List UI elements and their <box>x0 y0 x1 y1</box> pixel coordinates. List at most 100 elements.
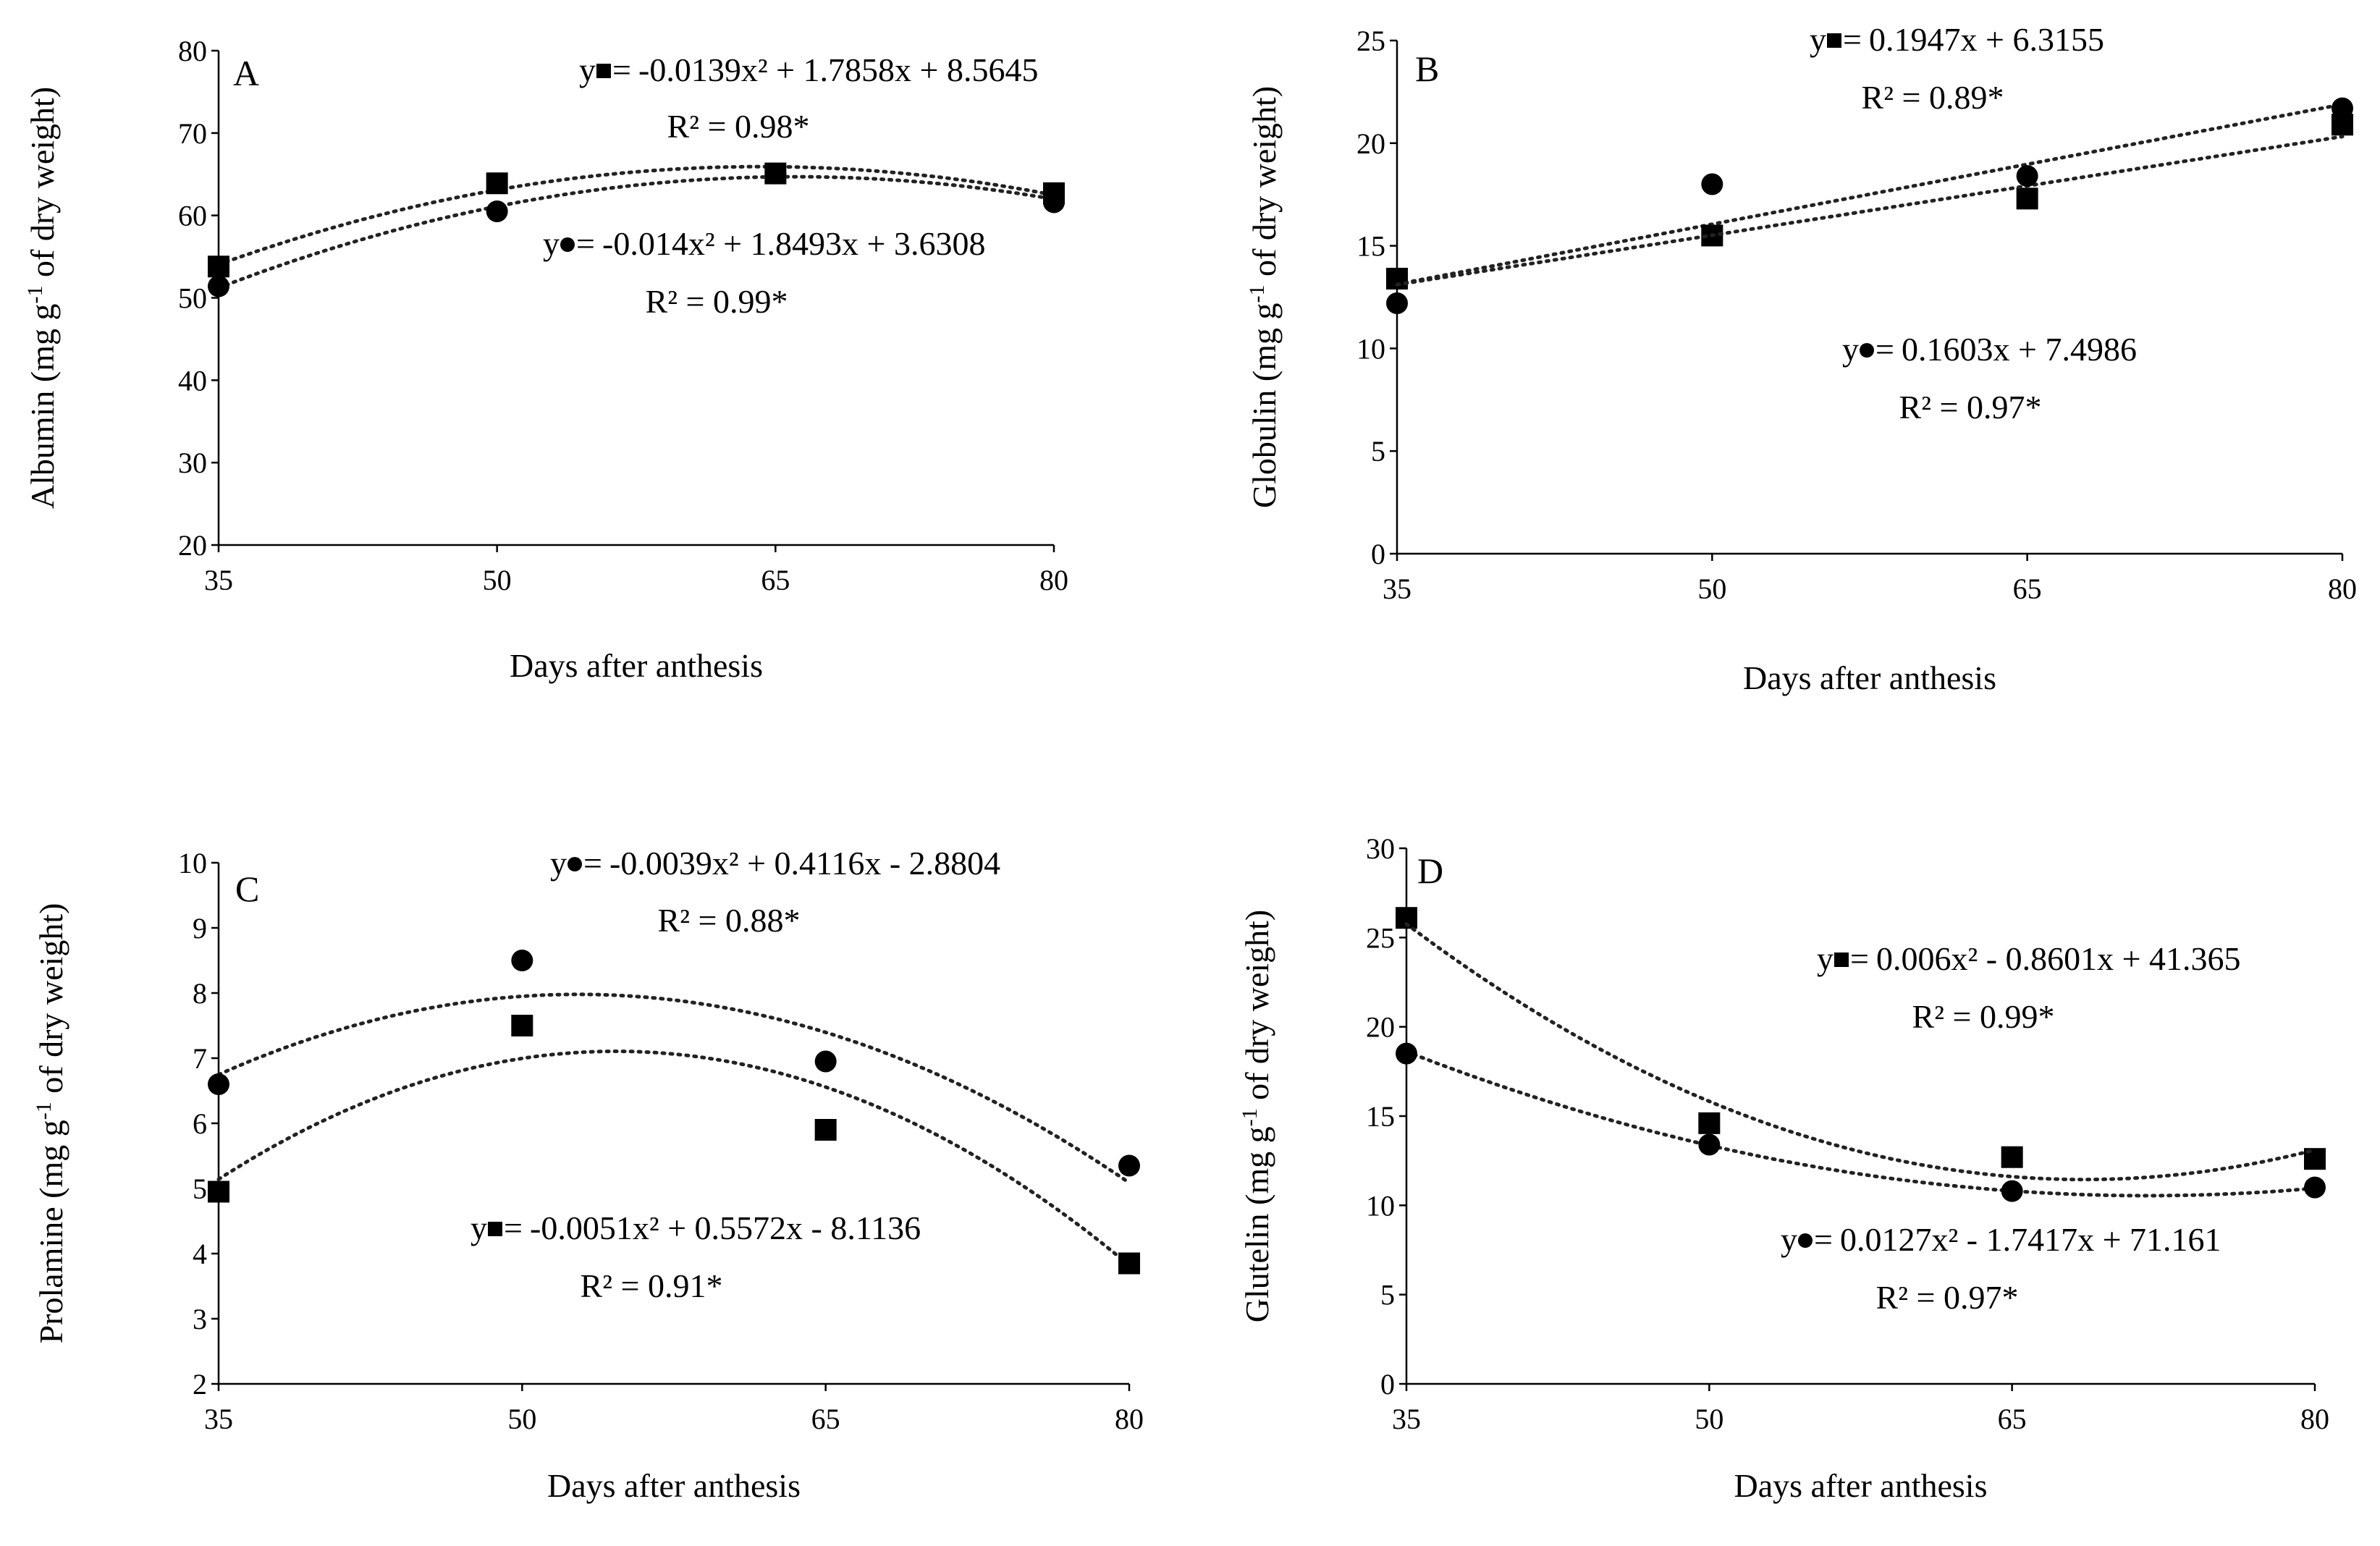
data-point-circle <box>2332 97 2353 119</box>
y-tick-label: 25 <box>1356 25 1385 57</box>
y-axis-title-unit: of dry weight) <box>33 903 69 1102</box>
x-tick-label: 80 <box>2328 573 2357 605</box>
equation-marker-circle <box>560 237 575 252</box>
y-axis-title-unit: of dry weight) <box>24 87 61 286</box>
equation-y-prefix: y <box>1781 1221 1797 1258</box>
data-point-circle <box>1698 1133 1721 1156</box>
y-tick-label: 80 <box>178 35 207 67</box>
equation-y-prefix: y <box>1810 21 1826 58</box>
trendline-square <box>1404 1049 2317 1198</box>
y-tick-label: 5 <box>1380 1279 1395 1311</box>
data-point-circle <box>1396 1042 1417 1065</box>
y-tick-label: 30 <box>1366 832 1395 865</box>
y-axis-title: Albumin (mg g-1 of dry weight) <box>23 87 61 509</box>
y-tick-label: 9 <box>193 912 207 945</box>
y-tick-label: 20 <box>178 529 207 562</box>
equation-y-prefix: y <box>1842 331 1859 368</box>
equation-y-prefix: y <box>1817 940 1833 977</box>
data-point-square <box>2001 1146 2023 1168</box>
y-axis-title-superscript: -1 <box>1245 284 1269 303</box>
x-axis-title: Days after anthesis <box>1743 659 1996 696</box>
panel-letter: B <box>1415 48 1439 89</box>
equation-equals: = <box>1850 940 1869 977</box>
x-tick-label: 35 <box>204 564 233 596</box>
equation-equals: = <box>1843 21 1862 58</box>
panel-b: 0 5 10 15 20 25 35 50 65 80 Days after anthesis Glo… <box>1245 21 2357 696</box>
y-tick-label: 3 <box>193 1303 207 1335</box>
panel-letter: A <box>233 53 259 93</box>
y-axis-title-unit: of dry weight) <box>1246 86 1283 285</box>
x-axis-title: Days after anthesis <box>510 647 763 684</box>
data-point-square <box>486 172 508 195</box>
data-point-circle <box>2304 1176 2326 1199</box>
y-axis-title-superscript: -1 <box>32 1102 56 1120</box>
x-tick-label: 50 <box>507 1403 536 1435</box>
y-tick-label: 30 <box>178 447 207 479</box>
y-tick-label: 20 <box>1356 127 1385 160</box>
y-tick-label: 5 <box>193 1173 207 1205</box>
y-tick-label: 10 <box>178 847 207 879</box>
trendline-circle <box>216 174 1056 290</box>
data-point-circle <box>1386 292 1408 315</box>
x-tick-label: 35 <box>204 1403 233 1435</box>
equation-marker-square <box>1827 33 1841 48</box>
trendline-circle <box>1404 922 2317 1182</box>
equation-marker-circle <box>1860 343 1874 358</box>
equation-y-prefix: y <box>543 225 560 262</box>
trendline-circle <box>216 992 1131 1185</box>
panel-a: 20 30 40 50 60 70 80 35 50 65 80 Days after anthesi… <box>23 35 1068 684</box>
data-point-square <box>511 1015 533 1036</box>
equation-text: -0.0139x² + 1.7858x + 8.5645 <box>638 51 1039 88</box>
y-tick-label: 0 <box>1380 1368 1395 1401</box>
y-tick-label: 60 <box>178 200 207 232</box>
y-tick-label: 40 <box>178 364 207 397</box>
equation-equals: = <box>576 225 595 262</box>
y-axis-title-superscript: -1 <box>23 285 47 303</box>
trendline-square <box>216 164 1056 266</box>
equation-equals: = <box>1875 331 1894 368</box>
x-tick-label: 65 <box>1998 1403 2027 1435</box>
data-point-square <box>1118 1252 1140 1275</box>
equation-text: 0.0127x² - 1.7417x + 71.161 <box>1840 1221 2221 1258</box>
data-point-square <box>208 1180 229 1203</box>
data-point-circle <box>2016 165 2038 187</box>
y-tick-label: 10 <box>1356 332 1385 365</box>
r-squared-text: R² = 0.97* <box>1876 1279 2019 1316</box>
panel-letter: D <box>1417 850 1443 891</box>
y-tick-label: 4 <box>193 1238 207 1270</box>
y-axis-title-unit: of dry weight) <box>1238 910 1275 1109</box>
equation-marker-circle <box>567 857 582 871</box>
data-point-circle <box>764 162 787 185</box>
y-tick-label: 25 <box>1366 921 1395 954</box>
y-tick-label: 15 <box>1366 1100 1395 1133</box>
trendline-circle <box>1395 135 2345 287</box>
y-tick-label: 5 <box>1371 435 1385 468</box>
equation-text: -0.0039x² + 0.4116x - 2.8804 <box>609 845 1000 882</box>
x-tick-label: 65 <box>761 564 790 596</box>
data-point-square <box>208 255 229 278</box>
y-axis-title: Globulin (mg g-1 of dry weight) <box>1245 86 1283 508</box>
panel-c: 2 3 4 5 6 7 8 9 10 35 50 65 80 Days after anthesis Pro… <box>32 845 1144 1504</box>
equation-marker-circle <box>1798 1233 1813 1248</box>
trendline-square <box>1395 102 2345 287</box>
r-squared-text: R² = 0.88* <box>658 902 801 939</box>
y-tick-label: 2 <box>193 1368 207 1401</box>
data-point-square <box>1698 1112 1721 1134</box>
y-tick-label: 6 <box>193 1107 207 1140</box>
equation-equals: = <box>504 1209 523 1246</box>
r-squared-text: R² = 0.91* <box>581 1267 723 1304</box>
equation-text: -0.014x² + 1.8493x + 3.6308 <box>602 225 986 262</box>
equation-equals: = <box>583 845 602 882</box>
x-axis-title: Days after anthesis <box>547 1467 801 1504</box>
data-point-square <box>814 1119 837 1141</box>
y-axis-title-main: Prolamine (mg g <box>33 1120 69 1343</box>
data-point-circle <box>1701 173 1723 195</box>
equation-y-prefix: y <box>470 1209 487 1246</box>
data-point-circle <box>1118 1154 1140 1177</box>
data-point-square <box>2016 187 2038 210</box>
data-point-circle <box>1043 191 1065 214</box>
y-axis-title-main: Globulin (mg g <box>1246 303 1283 508</box>
x-tick-label: 35 <box>1392 1403 1421 1435</box>
equation-equals: = <box>612 51 631 88</box>
